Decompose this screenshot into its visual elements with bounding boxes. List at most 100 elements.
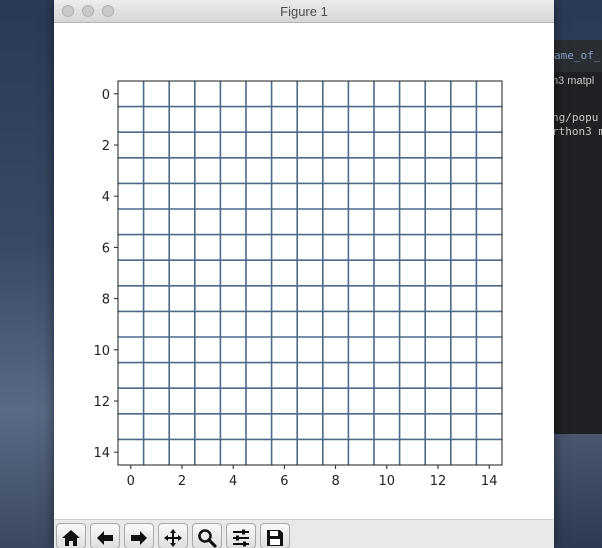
zoom-window-button[interactable] [102, 5, 114, 17]
heatmap-cell [246, 183, 272, 209]
y-tick-label: 14 [93, 446, 110, 461]
heatmap-cell [246, 285, 272, 312]
heatmap-cell [194, 311, 221, 337]
heatmap-cell [476, 285, 502, 312]
heatmap-cell [476, 260, 502, 286]
heatmap-cell [425, 157, 451, 184]
heatmap-cell [348, 285, 374, 312]
pan-button[interactable] [158, 523, 188, 548]
heatmap-cell [297, 81, 323, 107]
heatmap-cell [118, 234, 144, 261]
figure-window: Figure 1 0 2 4 6 8 10 12 14 0 2 4 6 8 10 12 14 [54, 0, 554, 548]
heatmap-cell [399, 285, 426, 312]
heatmap-cell [297, 157, 323, 184]
heatmap-cell [374, 132, 400, 158]
heatmap-cell [271, 362, 298, 389]
heatmap-cell [143, 362, 170, 389]
heatmap-cell [399, 81, 426, 107]
heatmap-cell [374, 209, 400, 235]
heatmap-cell [169, 132, 195, 158]
heatmap-cell [271, 183, 298, 209]
heatmap-cell [246, 209, 272, 235]
heatmap-cell [220, 285, 246, 312]
heatmap-cell [297, 285, 323, 312]
heatmap-cell [425, 311, 451, 337]
heatmap-cell [143, 337, 170, 363]
heatmap-cell [271, 81, 298, 107]
close-window-button[interactable] [62, 5, 74, 17]
heatmap-cell [322, 285, 349, 312]
home-button[interactable] [56, 523, 86, 548]
y-tick-label: 6 [102, 241, 110, 256]
heatmap-cell [143, 132, 170, 158]
heatmap-cell [143, 234, 170, 261]
title-bar[interactable]: Figure 1 [54, 0, 554, 23]
configure-subplots-button[interactable] [226, 523, 256, 548]
heatmap-cell [246, 132, 272, 158]
heatmap-cell [476, 413, 502, 440]
heatmap-cell [169, 311, 195, 337]
heatmap-cell [220, 106, 246, 133]
window-title: Figure 1 [280, 4, 328, 19]
heatmap-cell [246, 439, 272, 465]
x-tick-label: 0 [127, 474, 135, 489]
y-tick-label: 8 [102, 293, 110, 308]
heatmap-cell [348, 362, 374, 389]
heatmap-cell [399, 209, 426, 235]
heatmap-cell [297, 234, 323, 261]
heatmap-cell [348, 260, 374, 286]
heatmap-cell [143, 413, 170, 440]
heatmap-cell [348, 106, 374, 133]
save-floppy-icon [267, 530, 283, 546]
heatmap-cell [399, 183, 426, 209]
heatmap-cell [246, 106, 272, 133]
heatmap-cell [271, 106, 298, 133]
heatmap-cell [450, 413, 477, 440]
x-tick-label: 4 [229, 474, 237, 489]
y-tick-label: 10 [93, 344, 110, 359]
x-tick-label: 2 [178, 474, 186, 489]
x-tick-label: 12 [430, 474, 447, 489]
back-button[interactable] [90, 523, 120, 548]
heatmap-cell [297, 260, 323, 286]
heatmap-cell [118, 285, 144, 312]
heatmap-cell [297, 183, 323, 209]
axes-frame [117, 80, 503, 466]
zoom-button[interactable] [192, 523, 222, 548]
heatmap-cell [194, 209, 221, 235]
save-button[interactable] [260, 523, 290, 548]
forward-button[interactable] [124, 523, 154, 548]
heatmap-cell [194, 439, 221, 465]
heatmap-cell [450, 285, 477, 312]
heatmap-cell [169, 209, 195, 235]
minimize-window-button[interactable] [82, 5, 94, 17]
heatmap-cell [271, 413, 298, 440]
y-tick-label: 4 [102, 190, 110, 205]
heatmap-cell [450, 157, 477, 184]
heatmap-cell [374, 157, 400, 184]
heatmap-cell [118, 413, 144, 440]
heatmap-cell [348, 183, 374, 209]
heatmap-cell [425, 285, 451, 312]
heatmap-cell [271, 157, 298, 184]
heatmap-cell [399, 337, 426, 363]
heatmap-cell [476, 157, 502, 184]
heatmap-cell [297, 209, 323, 235]
heatmap-cell [374, 285, 400, 312]
heatmap-cell [348, 81, 374, 107]
heatmap-cell [476, 439, 502, 465]
heatmap-cell [271, 285, 298, 312]
heatmap-cell [399, 132, 426, 158]
heatmap-cell [450, 362, 477, 389]
heatmap-cell [297, 311, 323, 337]
heatmap-cell [348, 311, 374, 337]
heatmap-cell [425, 209, 451, 235]
heatmap-cell [322, 337, 349, 363]
heatmap-cell [169, 337, 195, 363]
heatmap-cell [271, 337, 298, 363]
terminal-tab-label: ame_of_ [554, 49, 601, 62]
figure-canvas[interactable]: 0 2 4 6 8 10 12 14 0 2 4 6 8 10 12 14 [54, 23, 554, 519]
heatmap-cell [246, 388, 272, 414]
heatmap-cell [348, 439, 374, 465]
heatmap-plot: 0 2 4 6 8 10 12 14 0 2 4 6 8 10 12 14 [93, 80, 503, 489]
